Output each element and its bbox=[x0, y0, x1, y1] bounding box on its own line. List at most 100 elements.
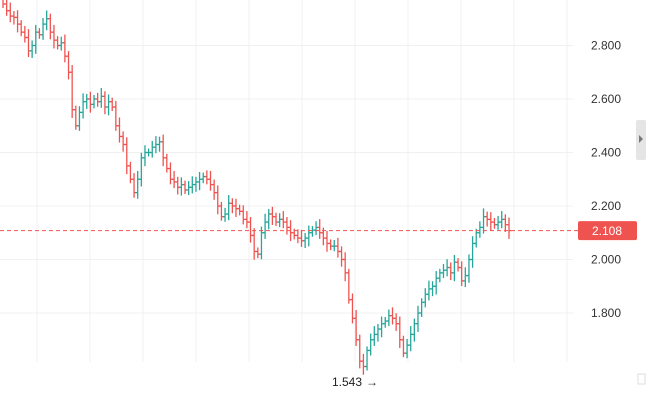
ohlc-bar bbox=[37, 28, 42, 39]
last-price-tag: 2.108 bbox=[578, 221, 637, 241]
ohlc-bar bbox=[404, 338, 410, 359]
ohlc-bar bbox=[259, 226, 264, 260]
ohlc-bar bbox=[466, 254, 472, 283]
y-tick-label: 2.800 bbox=[591, 39, 621, 53]
ohlc-bar bbox=[8, 2, 13, 23]
ohlc-bar bbox=[208, 170, 213, 191]
ohlc-bar bbox=[171, 170, 177, 189]
ohlc-bar bbox=[339, 246, 344, 267]
ohlc-bar bbox=[211, 179, 217, 200]
y-tick-label: 2.400 bbox=[591, 146, 621, 160]
last-price-tag-text: 2.108 bbox=[592, 224, 622, 238]
y-tick-label: 2.600 bbox=[591, 92, 621, 106]
corner-square-icon bbox=[637, 373, 646, 385]
ohlc-bar bbox=[117, 117, 122, 143]
ohlc-bar bbox=[251, 228, 257, 260]
ohlc-bar bbox=[506, 217, 512, 239]
ohlc-bar bbox=[488, 212, 493, 231]
ohlc-bar bbox=[368, 333, 373, 356]
ohlc-bar bbox=[62, 34, 68, 63]
ohlc-bar bbox=[244, 211, 250, 229]
ohlc-bar bbox=[270, 206, 275, 225]
chevron-right-icon[interactable] bbox=[639, 135, 643, 143]
ohlc-bar bbox=[262, 213, 268, 239]
ohlc-bar bbox=[310, 226, 315, 237]
ohlc-bar bbox=[26, 29, 31, 58]
ohlc-bar bbox=[412, 318, 417, 342]
ohlc-bar bbox=[357, 334, 362, 369]
ohlc-bar bbox=[226, 195, 231, 221]
price-bars bbox=[2, 0, 512, 375]
ohlc-bar bbox=[273, 212, 279, 227]
ohlc-bar bbox=[415, 305, 421, 332]
ohlc-bar bbox=[241, 205, 246, 225]
ohlc-bar bbox=[124, 137, 129, 175]
ohlc-bar bbox=[222, 207, 228, 222]
ohlc-bar bbox=[401, 335, 406, 358]
ohlc-bar bbox=[397, 316, 402, 349]
ohlc-bar bbox=[495, 215, 501, 230]
ohlc-bar bbox=[266, 208, 271, 230]
ohlc-bar bbox=[197, 172, 202, 191]
ohlc-bar bbox=[375, 323, 381, 342]
ohlc-bar bbox=[408, 326, 413, 352]
ohlc-bar bbox=[48, 13, 53, 40]
ohlc-bar bbox=[204, 170, 210, 185]
ohlc-bar bbox=[419, 298, 424, 318]
ohlc-bar bbox=[470, 236, 475, 268]
ohlc-bar bbox=[59, 36, 64, 51]
min-price-label: 1.543 bbox=[332, 375, 362, 389]
ohlc-bar bbox=[102, 91, 108, 115]
ohlc-bar bbox=[55, 36, 60, 50]
ohlc-bar bbox=[346, 268, 352, 304]
ohlc-bar bbox=[88, 91, 93, 113]
ohlc-bar bbox=[302, 233, 308, 248]
ohlc-bar bbox=[99, 88, 104, 108]
grid-lines bbox=[0, 0, 573, 362]
ohlc-bar bbox=[255, 247, 261, 259]
ohlc-bar bbox=[474, 228, 479, 248]
ohlc-bar bbox=[22, 25, 28, 43]
ohlc-bar bbox=[386, 309, 392, 327]
ohlc-bar bbox=[281, 211, 286, 229]
ohlc-bar bbox=[66, 51, 71, 80]
ohlc-bar bbox=[452, 254, 457, 282]
ohlc-bar bbox=[430, 281, 435, 297]
ohlc-bar bbox=[157, 136, 162, 152]
ohlc-bar bbox=[492, 218, 497, 229]
ohlc-bar bbox=[426, 280, 432, 301]
ohlc-bar bbox=[335, 237, 341, 258]
ohlc-bar bbox=[19, 20, 24, 37]
ohlc-bar bbox=[40, 17, 46, 40]
ohlc-bar bbox=[150, 140, 155, 158]
ohlc-bar bbox=[306, 225, 311, 247]
ohlc-bar bbox=[164, 153, 170, 173]
ohlc-bar bbox=[80, 93, 86, 119]
ohlc-bar bbox=[135, 170, 140, 199]
ohlc-bar bbox=[77, 106, 82, 131]
ohlc-bar bbox=[84, 93, 89, 109]
ohlc-bar bbox=[372, 326, 377, 346]
ohlc-bar bbox=[437, 268, 443, 283]
ohlc-bar bbox=[459, 261, 464, 286]
ohlc-bar bbox=[383, 317, 388, 328]
y-tick-label: 2.000 bbox=[591, 253, 621, 267]
ohlc-bar bbox=[29, 40, 35, 59]
ohlc-bar bbox=[481, 208, 486, 234]
ohlc-bar bbox=[15, 10, 20, 33]
scroll-handle[interactable] bbox=[636, 120, 646, 160]
ohlc-bar bbox=[299, 229, 304, 247]
ohlc-bar bbox=[393, 313, 399, 331]
ohlc-bar bbox=[160, 134, 166, 167]
ohlc-bar bbox=[361, 353, 366, 375]
ohlc-bar bbox=[219, 201, 224, 221]
ohlc-bar bbox=[95, 92, 100, 107]
ohlc-bar bbox=[448, 262, 453, 281]
ohlc-bar bbox=[168, 162, 173, 185]
last-price-tag-background bbox=[578, 221, 637, 241]
ohlc-bar bbox=[128, 161, 133, 184]
ohlc-bar bbox=[233, 198, 239, 217]
ohlc-bar bbox=[175, 176, 180, 195]
ohlc-bar bbox=[120, 131, 126, 152]
